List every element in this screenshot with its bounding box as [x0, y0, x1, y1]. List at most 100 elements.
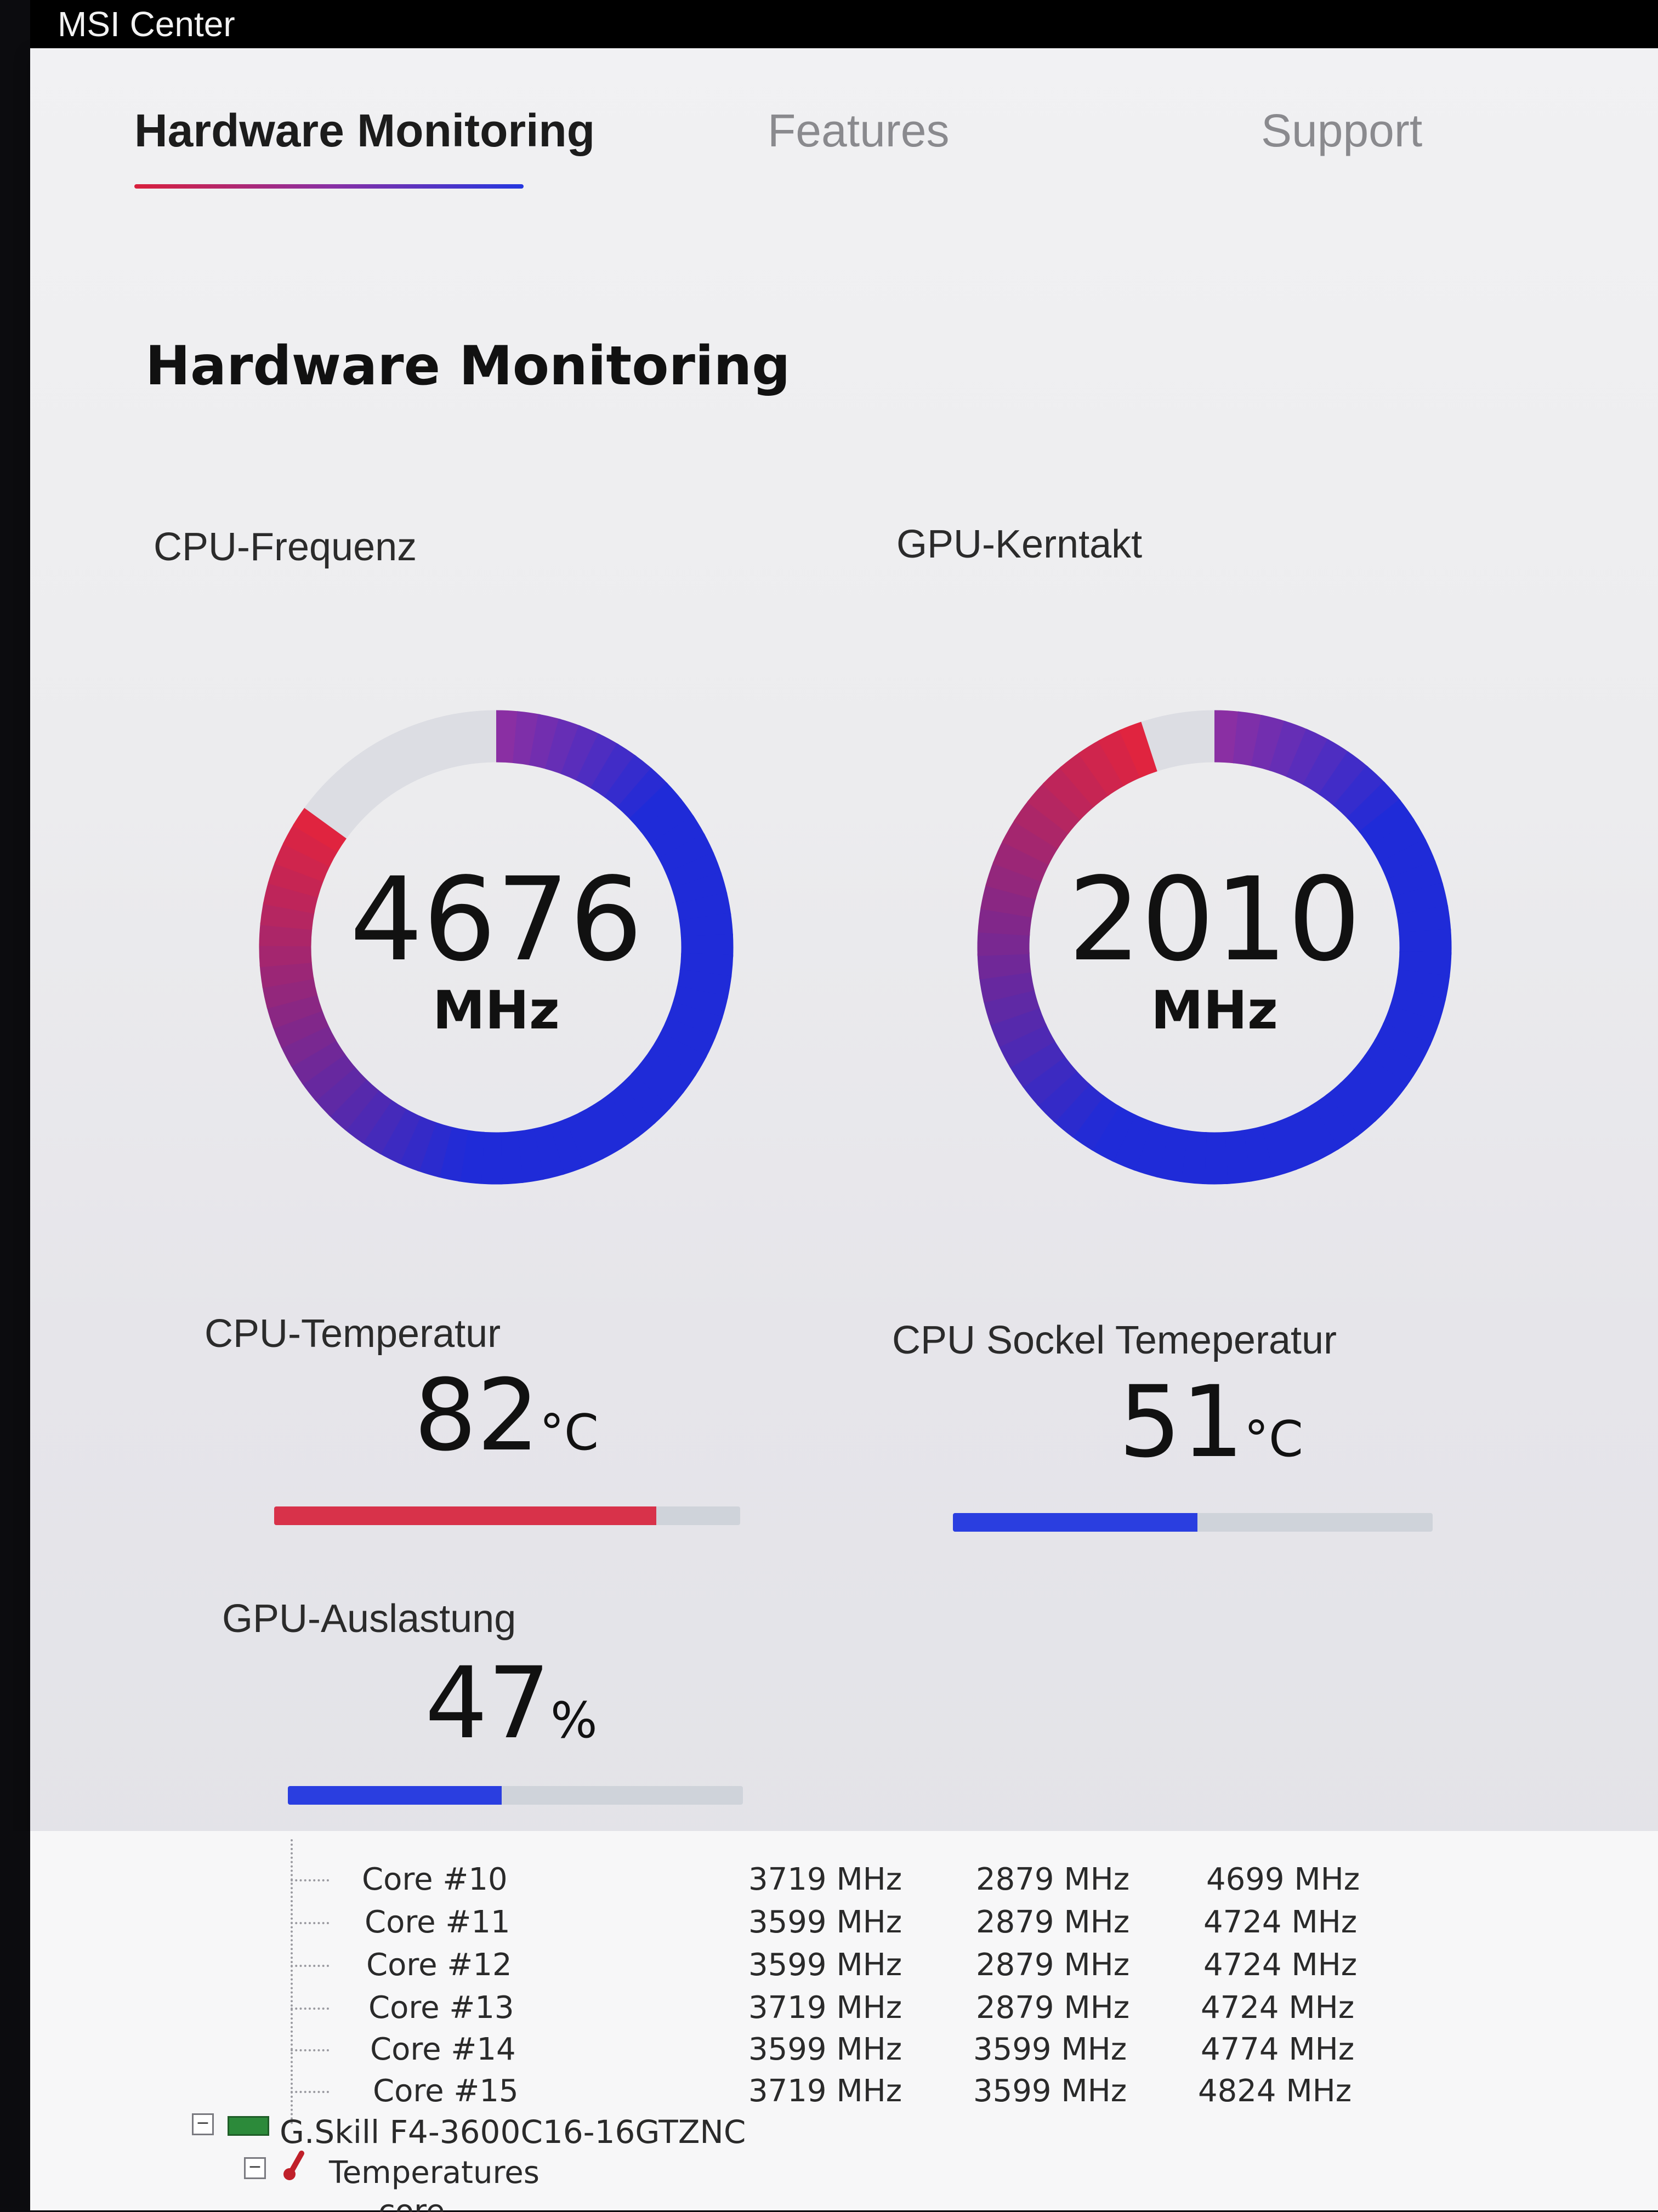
gauge-arc-segment — [498, 1131, 524, 1185]
gauge-arc-segment — [639, 798, 695, 846]
sensor-current: 3719 MHz — [748, 1862, 902, 1897]
cpu-temperature-unit: °C — [540, 1404, 599, 1462]
cpu-frequency-gauge: 4676 MHz — [255, 706, 737, 1189]
gauge-arc-segment — [1009, 1039, 1066, 1088]
gauge-arc-segment — [631, 1060, 685, 1110]
gauge-arc-segment — [1223, 1130, 1252, 1185]
gauge-arc-segment — [1325, 1082, 1377, 1137]
gauge-arc-segment — [314, 1066, 367, 1117]
sensor-max: 4699 MHz — [1206, 1862, 1360, 1897]
sensor-name: core — [378, 2193, 445, 2212]
sensor-max: 4724 MHz — [1201, 1990, 1355, 2026]
gauge-arc-segment — [1276, 1113, 1319, 1170]
gauge-arc-segment — [619, 1072, 671, 1124]
tree-connector — [291, 2091, 329, 2093]
gauge-arc-segment — [547, 1118, 585, 1175]
table-row[interactable]: Core #12 3599 MHz 2879 MHz 4724 MHz — [0, 1944, 1658, 1987]
gauge-arc-segment — [1241, 1126, 1275, 1182]
gauge-arc-segment — [1021, 1055, 1077, 1106]
gauge-arc-segment — [437, 1126, 469, 1182]
gpu-utilization-unit: % — [550, 1692, 598, 1749]
gauge-arc-segment — [563, 1112, 604, 1168]
sensor-min: 2879 MHz — [976, 1947, 1130, 1983]
sensor-table — [0, 1831, 1658, 2210]
gpu-utilization-bar — [288, 1786, 743, 1805]
gauge-arc-segment — [1232, 711, 1264, 766]
gauge-arc-segment — [1364, 1038, 1421, 1087]
gauge-arc-segment — [458, 1129, 485, 1184]
gauge-arc-segment — [641, 1046, 697, 1094]
gauge-arc-segment — [1027, 782, 1082, 834]
gauge-arc-segment — [1119, 721, 1158, 778]
gpu-core-clock-label: GPU-Kerntakt — [896, 522, 1143, 566]
sensor-min: 3599 MHz — [973, 2032, 1127, 2067]
gauge-arc-segment — [1369, 818, 1427, 865]
cpu-temperature-bar — [274, 1506, 740, 1525]
memory-module-icon — [228, 2116, 269, 2136]
device-row[interactable]: G.Skill F4-3600C16-16GTZNC — [0, 2111, 1658, 2153]
sensor-current: 3719 MHz — [748, 2073, 902, 2109]
gauge-arc-segment — [649, 815, 706, 861]
gauge-arc-segment — [1286, 729, 1330, 786]
table-row[interactable]: Core #14 3599 MHz 3599 MHz 4774 MHz — [0, 2028, 1658, 2071]
gauge-arc-segment — [592, 1094, 640, 1150]
gauge-arc-segment — [606, 1084, 656, 1138]
gauge-arc-segment — [1293, 1104, 1339, 1162]
gauge-arc-segment — [617, 767, 668, 821]
gauge-arc-segment — [1346, 781, 1401, 834]
cpu-socket-temperature-bar — [953, 1513, 1433, 1532]
gauge-arc-segment — [1098, 729, 1143, 787]
tree-connector — [291, 1839, 293, 2124]
gauge-arc-segment — [529, 714, 561, 770]
gauge-arc-segment — [512, 711, 541, 766]
gauge-arc-segment — [1333, 765, 1386, 820]
sensor-current: 3719 MHz — [748, 1990, 902, 2026]
sensor-current: 3599 MHz — [748, 1904, 902, 1940]
tree-connector — [291, 1922, 329, 1924]
gauge-arc-segment — [1036, 1069, 1091, 1123]
tree-connector — [291, 2049, 329, 2051]
thermometer-icon — [283, 2151, 304, 2180]
sensor-current: 3599 MHz — [748, 1947, 902, 1983]
cpu-temperature-value: 82 — [414, 1358, 540, 1473]
gauge-arc-segment — [1042, 766, 1095, 821]
gauge-arc-segment — [1155, 1126, 1189, 1182]
cpu-temperature-label: CPU-Temperatur — [205, 1312, 501, 1356]
gauge-arc-segment — [301, 1053, 356, 1101]
tab-features[interactable]: Features — [768, 105, 950, 156]
gauge-arc-segment — [1091, 1105, 1136, 1162]
gauge-arc-segment — [1352, 1054, 1408, 1105]
table-row[interactable]: Core #10 3719 MHz 2879 MHz 4699 MHz — [0, 1858, 1658, 1901]
tab-hardware-monitoring[interactable]: Hardware Monitoring — [134, 105, 595, 156]
active-tab-indicator — [134, 184, 524, 189]
group-row[interactable]: Temperatures — [0, 2152, 1658, 2194]
gauge-arc-segment — [397, 1115, 437, 1172]
gauge-arc-segment — [1111, 1113, 1153, 1171]
gauge-arc-segment — [1059, 752, 1110, 808]
sensor-min: 2879 MHz — [976, 1990, 1130, 2026]
collapse-toggle[interactable]: − — [192, 2113, 214, 2135]
table-row[interactable]: Core #13 3719 MHz 2879 MHz 4724 MHz — [0, 1987, 1658, 2029]
tree-connector — [291, 2008, 329, 2010]
gpu-utilization-readout: 47% — [425, 1652, 598, 1773]
gauge-arc-segment — [1214, 710, 1241, 764]
sensor-name: Core #10 — [362, 1862, 508, 1897]
gauge-arc-segment — [1302, 738, 1350, 796]
gauge-arc-segment — [604, 754, 654, 809]
cpu-frequency-unit: MHz — [433, 980, 560, 1041]
screen-bezel — [0, 1831, 30, 2210]
sensor-max: 4724 MHz — [1203, 1904, 1358, 1940]
cpu-socket-temperature-label: CPU Sockel Temeperatur — [892, 1318, 1337, 1362]
table-row[interactable]: Core #15 3719 MHz 3599 MHz 4824 MHz — [0, 2070, 1658, 2113]
gpu-utilization-bar-fill — [288, 1786, 502, 1805]
table-row[interactable]: core — [0, 2190, 1658, 2212]
tab-support[interactable]: Support — [1261, 105, 1423, 156]
table-row[interactable]: Core #11 3599 MHz 2879 MHz 4724 MHz — [0, 1901, 1658, 1944]
sensor-min: 2879 MHz — [976, 1904, 1130, 1940]
gauge-arc-segment — [1071, 1094, 1120, 1151]
cpu-frequency-value: 4676 — [349, 852, 643, 987]
gauge-arc-segment — [1310, 1094, 1359, 1150]
gauge-arc-segment — [1268, 720, 1309, 778]
cpu-socket-temperature-value: 51 — [1118, 1365, 1245, 1480]
collapse-toggle[interactable]: − — [244, 2157, 266, 2179]
